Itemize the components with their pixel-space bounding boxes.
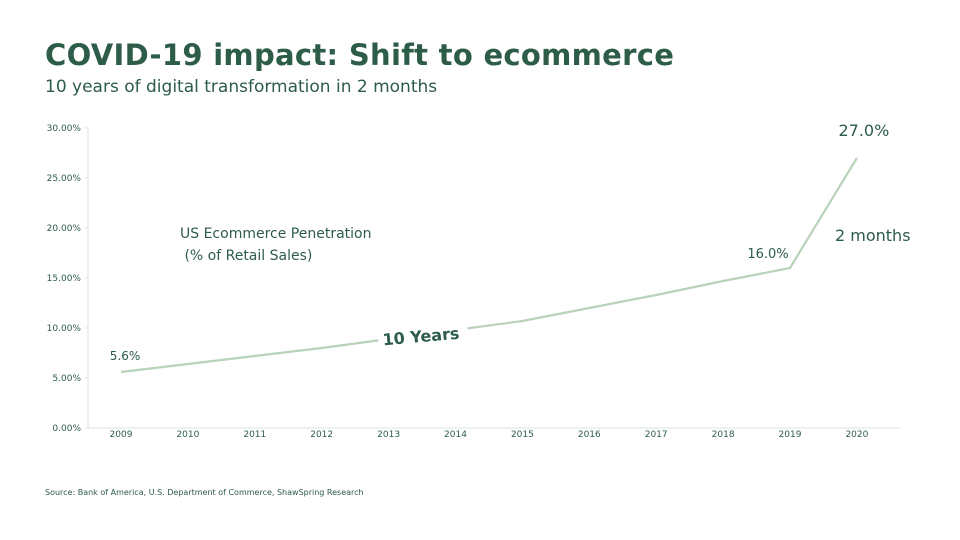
- x-tick-label: 2020: [845, 430, 868, 440]
- y-tick-label: 10.00%: [47, 324, 82, 334]
- series-line-group: [120, 157, 858, 374]
- y-tick-label: 15.00%: [47, 274, 82, 284]
- y-tick-label: 20.00%: [47, 224, 82, 234]
- x-tick-label: 2011: [243, 430, 266, 440]
- x-tick-label: 2018: [712, 430, 735, 440]
- series-line: [120, 157, 858, 374]
- x-tick-label: 2019: [779, 430, 802, 440]
- data-label: 5.6%: [110, 349, 141, 363]
- x-tick-label: 2009: [110, 430, 133, 440]
- x-tick-label: 2017: [645, 430, 668, 440]
- data-labels: 5.6% 16.0% 27.0%: [110, 121, 890, 363]
- ten-years-label-background: [376, 318, 470, 354]
- y-tick-label: 25.00%: [47, 174, 82, 184]
- x-tick-label: 2014: [444, 430, 467, 440]
- x-tick-label: 2016: [578, 430, 601, 440]
- x-axis-tick-labels: 2009 2010 2011 2012 2013 2014 2015 2016 2017 2018…: [110, 430, 869, 440]
- x-tick-label: 2010: [176, 430, 199, 440]
- x-tick-label: 2015: [511, 430, 534, 440]
- page-title: COVID-19 impact: Shift to ecommerce: [45, 38, 675, 72]
- two-months-annotation: 2 months: [835, 226, 911, 245]
- data-label: 16.0%: [747, 247, 788, 262]
- page-subtitle: 10 years of digital transformation in 2 …: [45, 77, 438, 97]
- data-label: 27.0%: [838, 121, 889, 140]
- series-label-line2: (% of Retail Sales): [180, 248, 312, 264]
- y-axis-tick-labels: 0.00% 5.00% 10.00% 15.00% 20.00% 25.00% 30.00%: [47, 124, 82, 434]
- source-note: Source: Bank of America, U.S. Department…: [45, 488, 364, 497]
- chart-axes: [85, 127, 900, 429]
- x-tick-label: 2012: [310, 430, 333, 440]
- series-label-line1: US Ecommerce Penetration: [180, 226, 371, 242]
- y-tick-label: 30.00%: [47, 124, 82, 134]
- y-tick-label: 0.00%: [52, 424, 81, 434]
- data-points: [120, 157, 857, 373]
- y-tick-label: 5.00%: [52, 374, 81, 384]
- x-tick-label: 2013: [377, 430, 400, 440]
